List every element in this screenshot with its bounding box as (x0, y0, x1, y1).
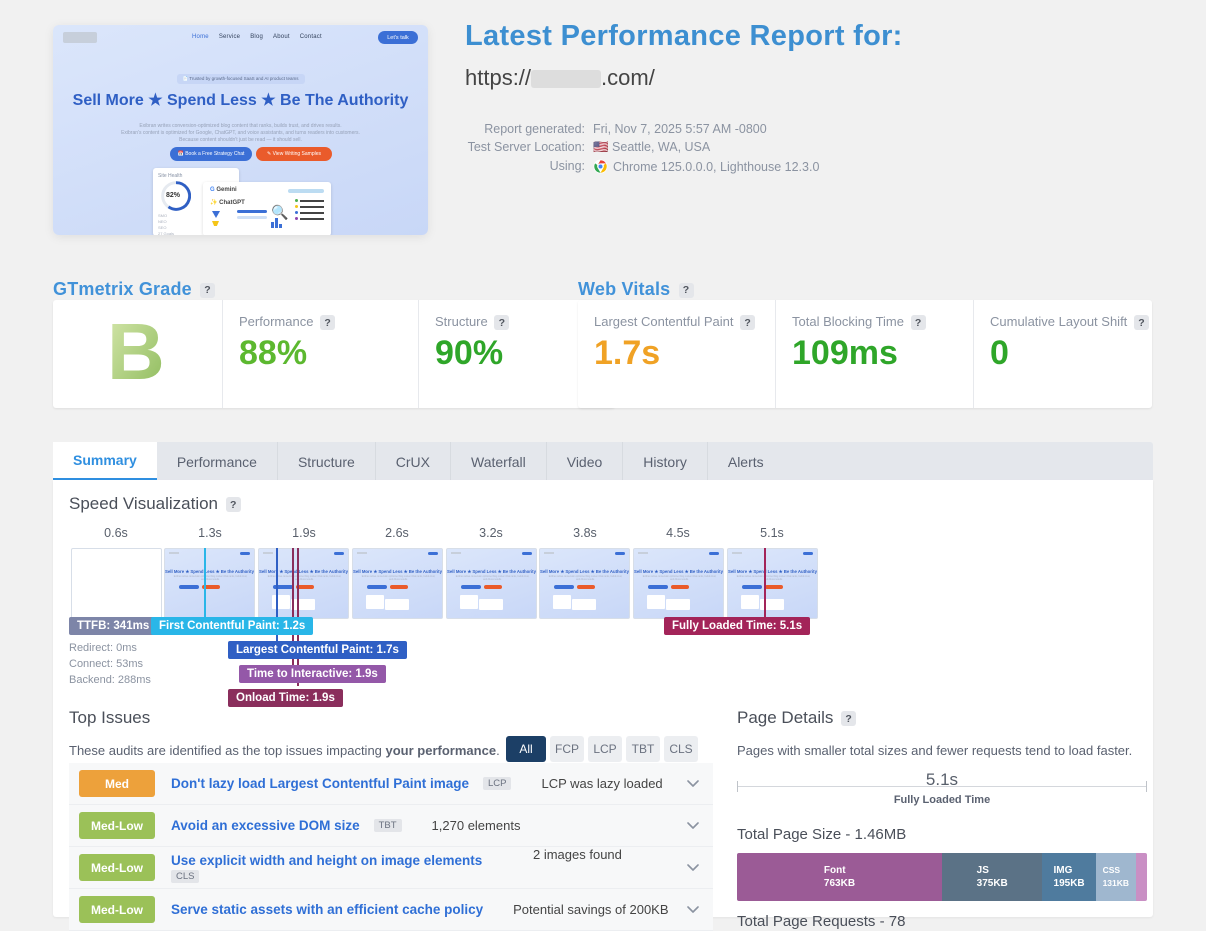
svg-text:B: B (107, 314, 165, 394)
